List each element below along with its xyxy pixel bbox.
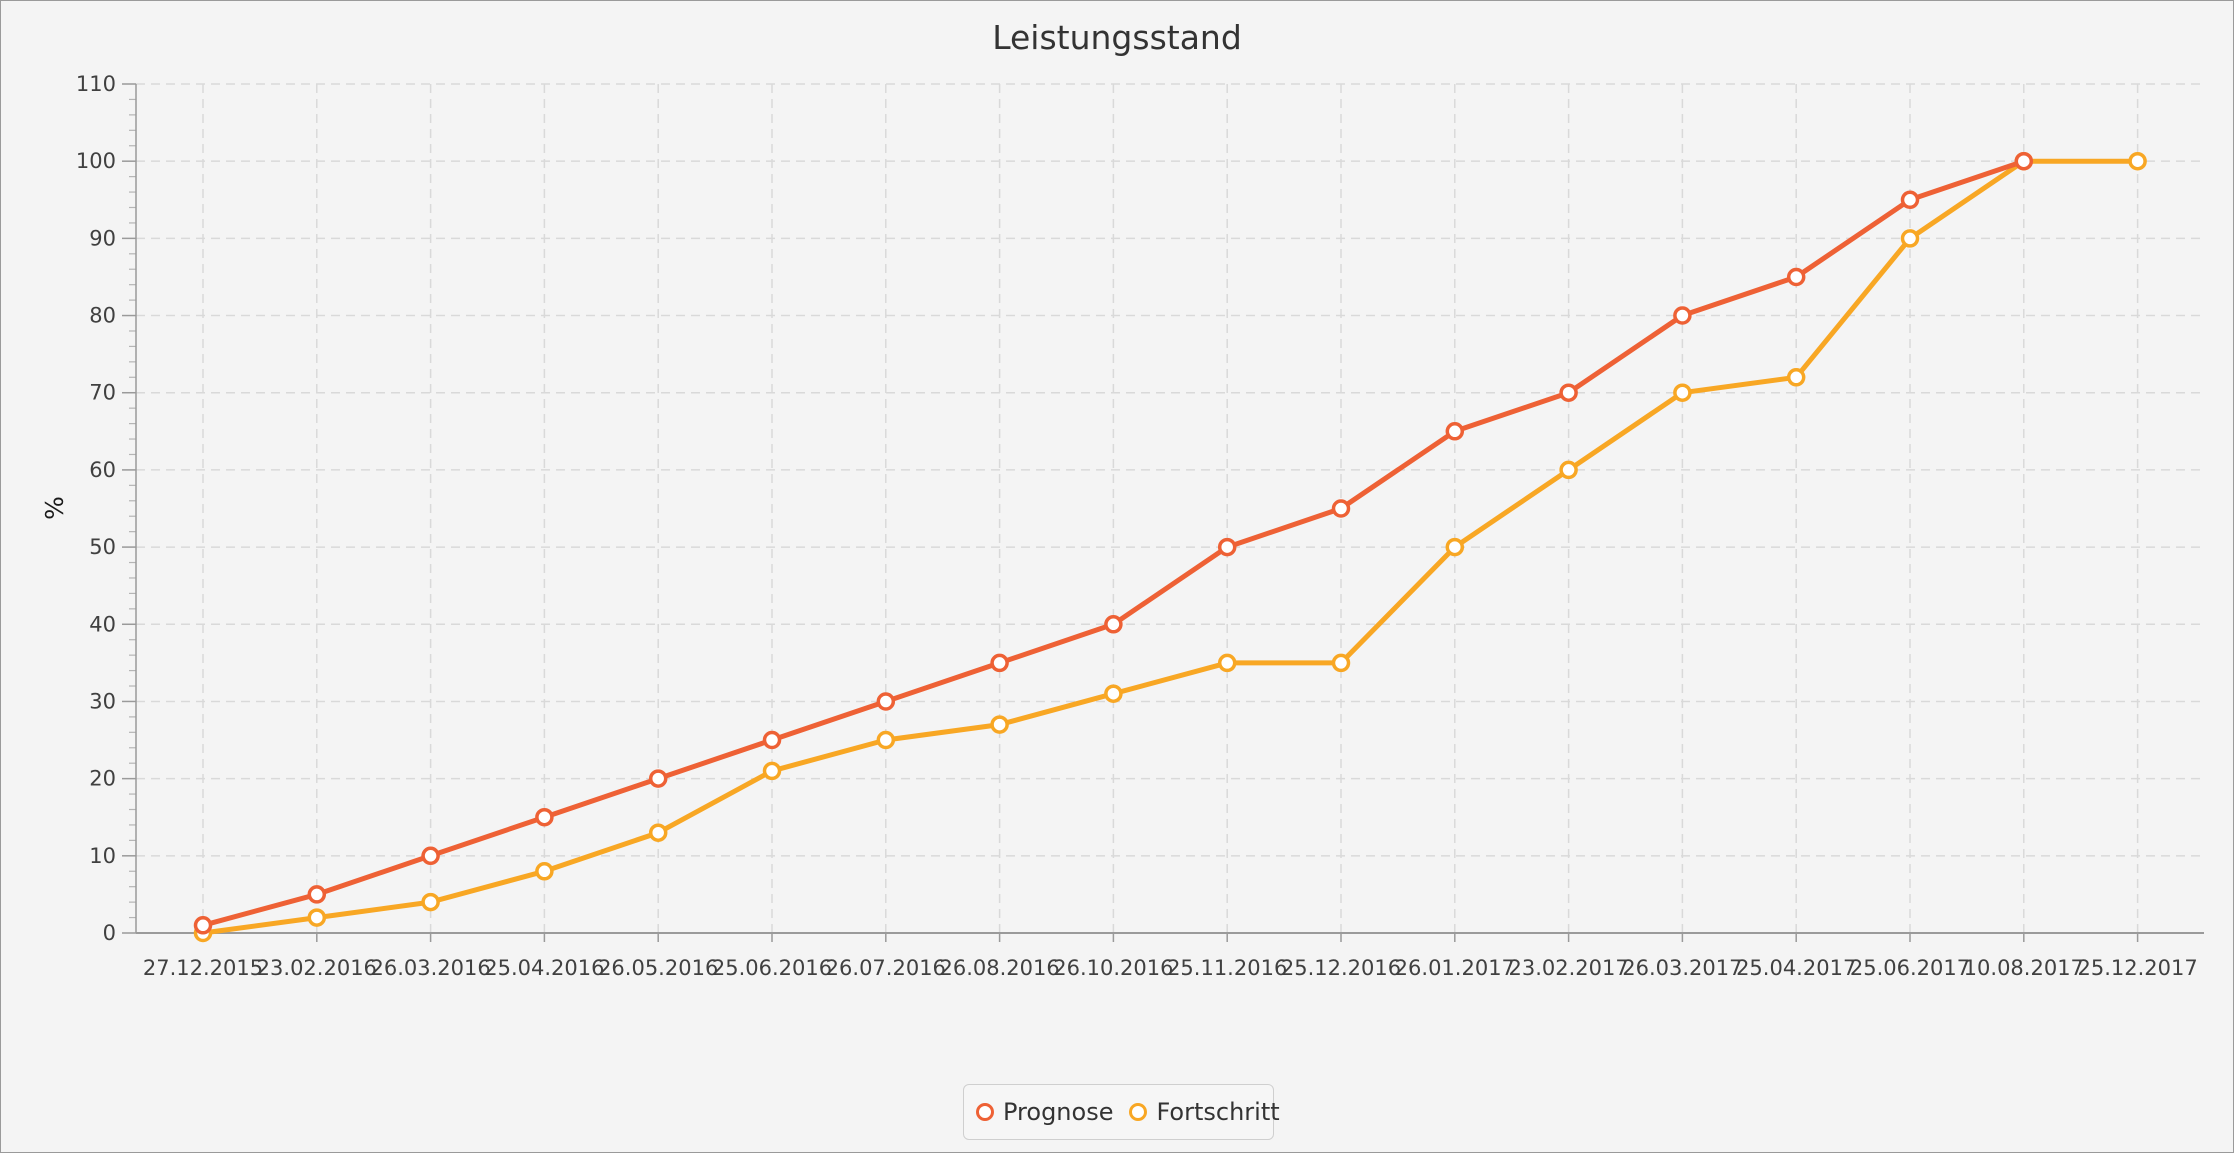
chart-title: Leistungsstand [992, 18, 1242, 57]
data-point-fortschritt[interactable] [2128, 151, 2147, 171]
data-point-prognose[interactable] [876, 692, 896, 711]
y-axis-title: % [40, 496, 69, 520]
y-tick-label: 20 [89, 767, 116, 791]
x-tick-label: 25.12.2016 [1281, 956, 1401, 980]
data-point-prognose[interactable] [648, 769, 668, 788]
data-point-fortschritt[interactable] [1673, 383, 1692, 402]
data-point-fortschritt[interactable] [1331, 653, 1351, 673]
y-tick-label: 90 [89, 226, 116, 250]
legend-marker-prognose [976, 1103, 994, 1121]
legend-item-prognose[interactable]: Prognose [976, 1098, 1113, 1126]
grid-lines [136, 83, 2204, 933]
data-point-prognose[interactable] [2014, 151, 2034, 171]
x-tick-label: 26.01.2017 [1395, 956, 1515, 980]
x-tick-label: 26.03.2017 [1622, 956, 1742, 980]
series-lines [193, 151, 2147, 943]
data-point-prognose[interactable] [990, 653, 1009, 673]
legend: Prognose Fortschritt [963, 1084, 1280, 1140]
x-tick-label: 25.12.2017 [2077, 956, 2197, 980]
legend-item-fortschritt[interactable]: Fortschritt [1129, 1098, 1280, 1126]
series-line-fortschritt [200, 158, 2141, 936]
data-point-prognose[interactable] [1673, 306, 1692, 325]
y-tick-label: 70 [89, 381, 116, 405]
data-point-fortschritt[interactable] [990, 715, 1009, 734]
data-point-fortschritt[interactable] [1786, 368, 1806, 387]
y-tick-label: 60 [89, 458, 116, 482]
x-tick-label: 10.08.2017 [1964, 956, 2084, 980]
data-point-prognose[interactable] [307, 885, 327, 904]
x-tick-label: 26.07.2016 [826, 956, 946, 980]
data-point-fortschritt[interactable] [876, 730, 896, 750]
y-tick-label: 100 [76, 149, 116, 173]
legend-label-prognose: Prognose [1003, 1098, 1114, 1126]
y-tick-label: 0 [103, 921, 116, 945]
y-tick-label: 30 [89, 689, 116, 713]
data-point-prognose[interactable] [762, 730, 782, 750]
data-point-fortschritt[interactable] [762, 761, 782, 781]
x-tick-label: 25.04.2017 [1736, 956, 1856, 980]
x-tick-label: 26.03.2016 [370, 956, 490, 980]
x-tick-label: 25.04.2016 [484, 956, 604, 980]
data-point-prognose[interactable] [535, 807, 554, 827]
x-tick-label: 26.08.2016 [939, 956, 1059, 980]
x-tick-label: 27.12.2015 [143, 956, 263, 980]
data-point-prognose[interactable] [1445, 422, 1465, 441]
x-tick-label: 26.10.2016 [1053, 956, 1173, 980]
x-tick-label: 25.06.2016 [712, 956, 832, 980]
data-point-prognose[interactable] [1559, 383, 1578, 402]
data-point-fortschritt[interactable] [535, 862, 554, 881]
y-tick-label: 40 [89, 612, 116, 636]
axes: 010203040506070809010011027.12.201523.02… [76, 72, 2204, 980]
x-tick-label: 23.02.2016 [257, 956, 377, 980]
data-point-prognose[interactable] [1786, 267, 1806, 287]
data-point-fortschritt[interactable] [648, 823, 668, 842]
x-tick-label: 25.06.2017 [1850, 956, 1970, 980]
data-point-prognose[interactable] [193, 916, 213, 935]
data-point-prognose[interactable] [1104, 615, 1123, 634]
data-point-fortschritt[interactable] [1217, 653, 1237, 673]
data-point-fortschritt[interactable] [1559, 460, 1578, 480]
y-tick-label: 110 [76, 72, 116, 96]
data-point-fortschritt[interactable] [307, 908, 327, 927]
data-point-prognose[interactable] [1900, 190, 1920, 210]
data-point-prognose[interactable] [421, 846, 440, 866]
data-point-fortschritt[interactable] [1104, 684, 1123, 703]
x-tick-label: 25.11.2016 [1167, 956, 1287, 980]
data-point-prognose[interactable] [1331, 499, 1351, 518]
y-tick-label: 50 [89, 535, 116, 559]
data-point-fortschritt[interactable] [1900, 229, 1920, 248]
legend-marker-fortschritt [1129, 1103, 1148, 1121]
legend-label-fortschritt: Fortschritt [1156, 1098, 1280, 1126]
y-tick-label: 80 [89, 304, 116, 328]
data-point-prognose[interactable] [1217, 537, 1237, 557]
data-point-fortschritt[interactable] [1445, 537, 1465, 557]
x-tick-label: 26.05.2016 [598, 956, 718, 980]
x-tick-label: 23.02.2017 [1508, 956, 1628, 980]
data-point-fortschritt[interactable] [421, 892, 440, 912]
y-tick-label: 10 [89, 844, 116, 868]
